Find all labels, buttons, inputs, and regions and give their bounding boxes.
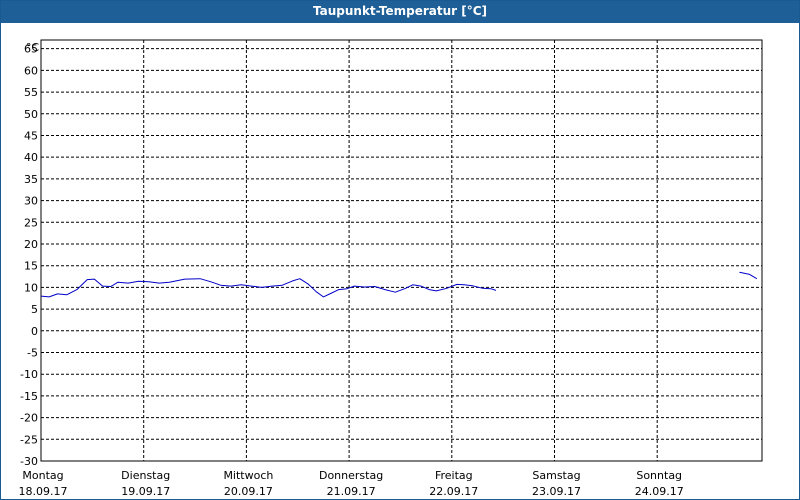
y-tick-label: 60 [24,64,38,77]
y-tick-label: 25 [24,216,38,229]
y-tick-label: -30 [20,455,38,468]
y-tick-label: -15 [20,390,38,403]
y-tick-labels: 65605550454035302520151050-5-10-15-20-25… [20,43,38,468]
y-tick-label: -5 [27,346,38,359]
y-tick-label: 50 [24,108,38,121]
x-tick-date: 19.09.17 [121,485,170,498]
x-tick-date: 18.09.17 [19,485,68,498]
x-tick-day: Mittwoch [223,469,273,482]
y-tick-label: -10 [20,368,38,381]
y-tick-label: 5 [31,303,38,316]
y-tick-label: 55 [24,86,38,99]
x-tick-day: Freitag [435,469,473,482]
y-tick-label: 10 [24,281,38,294]
dewpoint-line [40,278,497,298]
dewpoint-line [739,271,758,280]
x-tick-day: Montag [22,469,63,482]
x-tick-day: Dienstag [121,469,170,482]
x-tick-day: Sonntag [636,469,682,482]
y-tick-label: 35 [24,173,38,186]
y-tick-label: -25 [20,433,38,446]
x-tick-labels: Montag 18.09.17 Dienstag 19.09.17 Mittwoch 20… [19,469,684,498]
y-tick-label: 0 [31,325,38,338]
chart-title: Taupunkt-Temperatur [°C] [1,1,799,23]
grid [41,40,762,461]
y-axis-unit: °C [26,41,40,54]
series-lines [40,271,758,298]
y-tick-label: 15 [24,260,38,273]
y-tick-label: 45 [24,129,38,142]
x-tick-date: 22.09.17 [429,485,478,498]
y-tick-label: 20 [24,238,38,251]
x-tick-day: Donnerstag [319,469,383,482]
y-tick-label: 30 [24,195,38,208]
x-tick-date: 23.09.17 [532,485,581,498]
y-tick-label: 40 [24,151,38,164]
y-tick-label: 65 [24,43,38,56]
plot-frame [40,39,763,462]
x-tick-date: 20.09.17 [224,485,273,498]
x-tick-day: Samstag [532,469,580,482]
x-tick-date: 21.09.17 [327,485,376,498]
x-tick-date: 24.09.17 [635,485,684,498]
y-tick-label: -20 [20,412,38,425]
